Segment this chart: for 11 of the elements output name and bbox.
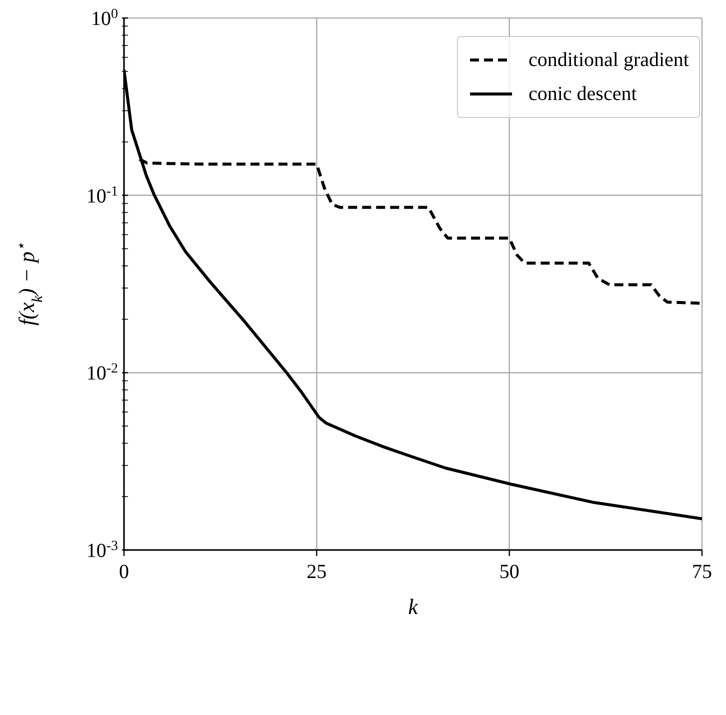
x-tick-label: 25 (306, 561, 327, 583)
x-axis-title: k (408, 594, 420, 619)
y-tick-label: 10$^{0}$ (91, 6, 118, 30)
x-tick-label: 50 (499, 561, 520, 583)
legend-label: conic descent (528, 82, 637, 106)
x-tick-label: 0 (119, 561, 129, 583)
y-tick-label: 10$^{-2}$ (86, 361, 118, 385)
legend-label: conditional gradient (528, 48, 689, 72)
y-tick-label: 10$^{-3}$ (86, 538, 118, 562)
y-tick-label: 10$^{-1}$ (86, 184, 118, 208)
x-tick-label: 75 (692, 561, 712, 583)
